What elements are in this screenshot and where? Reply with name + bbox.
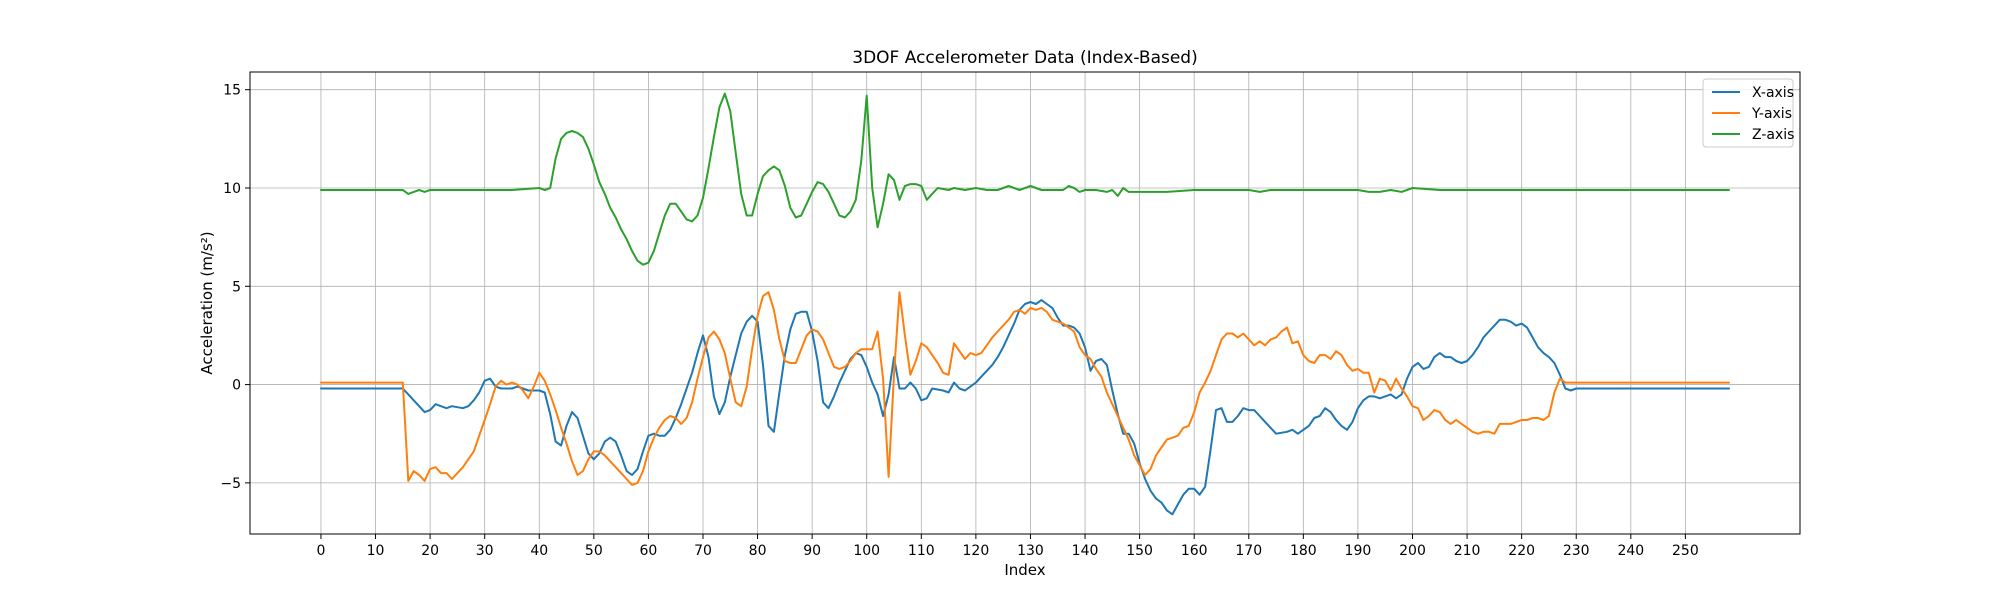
y-axis-title: Acceleration (m/s²) [198,231,216,374]
chart-title: 3DOF Accelerometer Data (Index-Based) [852,48,1197,68]
x-tick-label: 80 [749,543,767,559]
x-tick-label: 200 [1399,543,1426,559]
legend-label: X-axis [1752,85,1794,101]
x-axis-ticks: 0 10 20 30 40 50 60 70 80 90 100 110 120 130 140 150 160… [316,534,1699,559]
x-tick-label: 100 [853,543,880,559]
x-tick-label: 230 [1563,543,1590,559]
x-tick-label: 110 [908,543,935,559]
series-line-x-axis [320,299,1730,516]
x-tick-label: 50 [585,543,603,559]
y-tick-label: 0 [232,378,241,394]
series-line-z-axis [320,92,1730,266]
x-tick-label: 180 [1290,543,1317,559]
x-tick-label: 60 [640,543,658,559]
x-tick-label: 140 [1072,543,1099,559]
y-tick-label: 5 [232,279,241,295]
x-tick-label: 120 [963,543,990,559]
plot-frame [249,71,1801,535]
x-tick-label: 210 [1454,543,1481,559]
x-tick-label: 40 [530,543,548,559]
series-line-y-axis [320,291,1730,486]
legend-label: Y-axis [1751,106,1792,122]
x-axis-title: Index [1004,561,1045,579]
legend-box [1702,78,1794,148]
legend: X-axis Y-axis Z-axis [1702,78,1794,148]
y-tick-label: 10 [223,181,241,197]
x-tick-label: 190 [1345,543,1372,559]
legend-entries: X-axis Y-axis Z-axis [1712,85,1794,143]
x-tick-label: 250 [1672,543,1699,559]
x-tick-label: 70 [694,543,712,559]
x-tick-label: 0 [316,543,325,559]
y-tick-label: −5 [220,476,241,492]
x-tick-label: 130 [1017,543,1044,559]
y-axis-ticks: −5 0 5 10 15 [220,83,250,492]
x-tick-label: 30 [476,543,494,559]
x-tick-label: 20 [421,543,439,559]
legend-label: Z-axis [1752,127,1794,143]
x-tick-label: 220 [1508,543,1535,559]
x-tick-label: 170 [1235,543,1262,559]
y-tick-label: 15 [223,83,241,99]
x-tick-label: 10 [367,543,385,559]
x-tick-label: 150 [1126,543,1153,559]
x-tick-label: 240 [1617,543,1644,559]
x-tick-label: 90 [803,543,821,559]
series-lines [320,92,1730,516]
x-tick-label: 160 [1181,543,1208,559]
